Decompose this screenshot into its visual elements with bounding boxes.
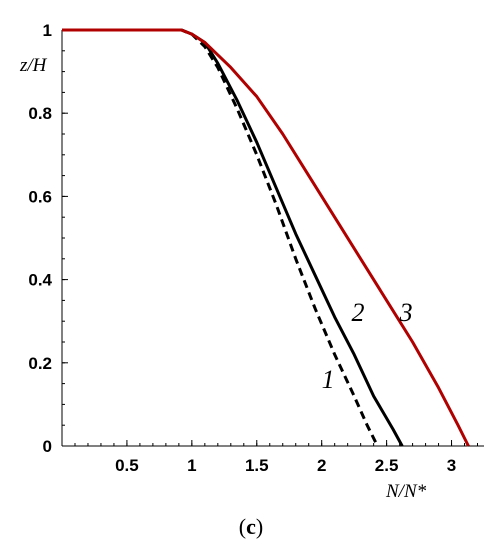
y-tick-label: 0.8 <box>28 104 52 123</box>
series-label-2: 2 <box>352 298 365 327</box>
series-line-3 <box>62 28 470 447</box>
y-tick-label: 0.4 <box>28 271 52 290</box>
panel-label-open: ( <box>239 514 246 539</box>
y-tick-label: 0 <box>43 437 52 456</box>
axes <box>61 30 484 447</box>
x-tick-label: 2 <box>317 456 326 475</box>
series-line-2 <box>62 28 404 447</box>
x-tick-label: 0.5 <box>115 456 139 475</box>
y-tick-label: 0.6 <box>28 187 52 206</box>
x-tick-label: 1 <box>187 456 196 475</box>
x-axis-label: N/N* <box>385 481 427 502</box>
x-tick-label: 2.5 <box>375 456 399 475</box>
series-label-1: 1 <box>322 365 335 394</box>
series-label-3: 3 <box>399 298 413 327</box>
y-axis-label: z/H <box>19 55 48 76</box>
ticks: 0.5 1 1.5 2 2.5 3 0 0.2 0.4 0.6 0.8 1 <box>28 21 479 475</box>
x-tick-label: 1.5 <box>245 456 269 475</box>
panel-label-letter: c <box>246 514 256 539</box>
panel-label: (c) <box>239 514 263 539</box>
y-tick-label: 0.2 <box>28 354 52 373</box>
x-tick-label: 3 <box>447 456 456 475</box>
y-tick-label: 1 <box>43 21 52 40</box>
labels: 1 2 3 <box>322 298 413 394</box>
panel-label-close: ) <box>256 514 263 539</box>
series-group <box>62 28 470 447</box>
